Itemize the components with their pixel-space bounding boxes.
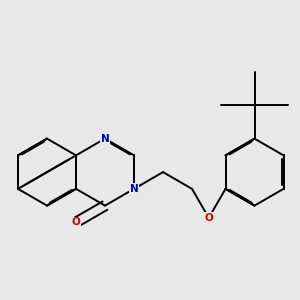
- Text: O: O: [72, 218, 80, 227]
- Text: N: N: [100, 134, 109, 144]
- Text: O: O: [204, 213, 213, 223]
- Text: N: N: [130, 184, 138, 194]
